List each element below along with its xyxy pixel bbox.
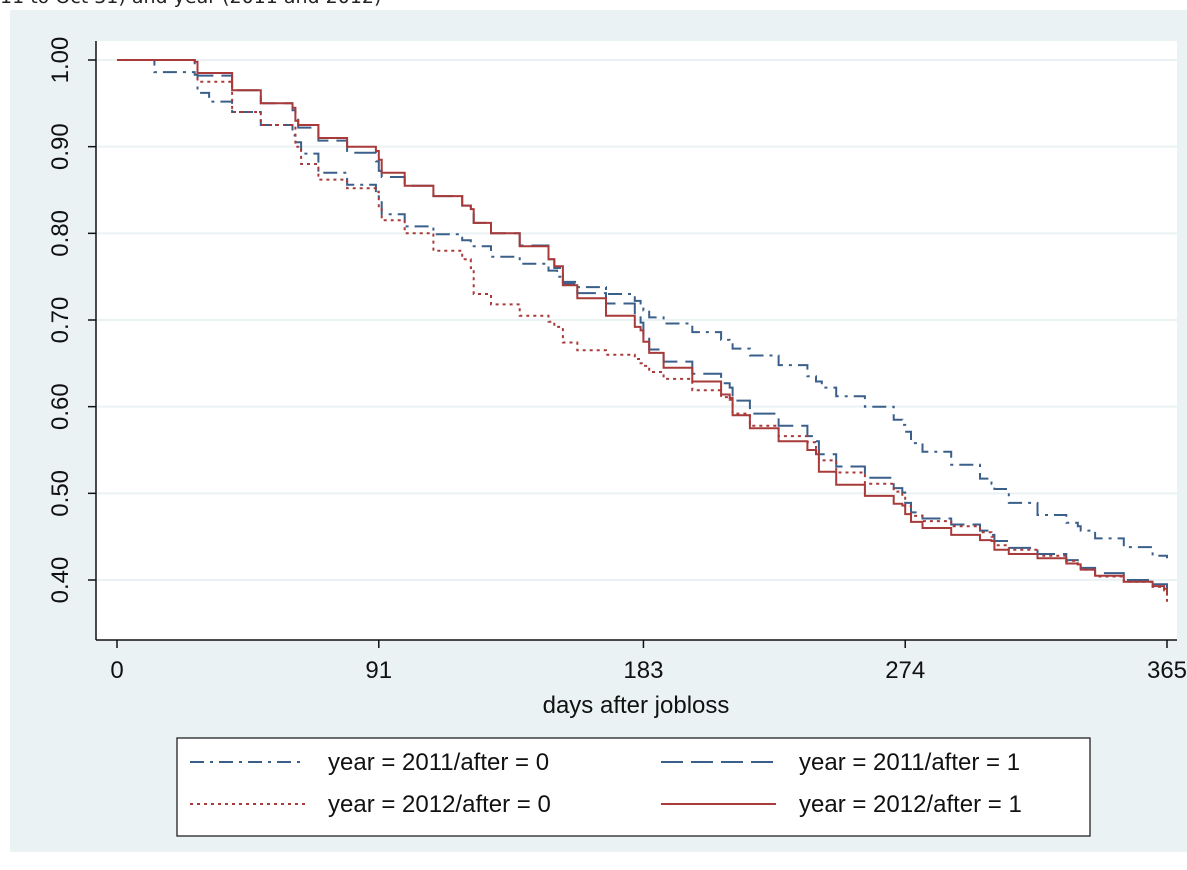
series-line-4 bbox=[117, 59, 1168, 596]
series-line-1 bbox=[117, 59, 1168, 559]
x-tick-label: 183 bbox=[623, 657, 663, 684]
figure-caption: 11 to Oct 31) and year (2011 and 2012) bbox=[0, 0, 381, 8]
survival-chart: 0.40 0.50 0.60 0.70 0.80 0.90 1.00 0 91 183 274 36… bbox=[47, 37, 1187, 837]
legend-label-3: year = 2012/after = 0 bbox=[328, 791, 551, 818]
series-line-3 bbox=[117, 59, 1168, 602]
x-axis-ticks: 0 91 183 274 365 bbox=[110, 640, 1187, 684]
grid-lines bbox=[97, 59, 1177, 581]
legend-box bbox=[176, 737, 1091, 837]
x-tick-label: 91 bbox=[365, 657, 392, 684]
legend-label-4: year = 2012/after = 1 bbox=[799, 791, 1022, 818]
x-tick-label: 365 bbox=[1147, 657, 1187, 684]
y-tick-label: 0.50 bbox=[47, 470, 74, 517]
y-tick-label: 0.60 bbox=[47, 383, 74, 430]
x-tick-label: 274 bbox=[885, 657, 925, 684]
y-tick-label: 1.00 bbox=[47, 37, 74, 84]
y-tick-label: 0.40 bbox=[47, 557, 74, 604]
legend-label-2: year = 2011/after = 1 bbox=[799, 749, 1020, 776]
y-tick-label: 0.90 bbox=[47, 123, 74, 170]
x-axis-title: days after jobloss bbox=[543, 692, 730, 719]
x-tick-label: 0 bbox=[110, 657, 123, 684]
caption-strip: 11 to Oct 31) and year (2011 and 2012) bbox=[0, 0, 1187, 10]
series-group bbox=[117, 59, 1168, 602]
figure-area: 0.40 0.50 0.60 0.70 0.80 0.90 1.00 0 91 183 274 36… bbox=[10, 10, 1187, 852]
y-tick-label: 0.70 bbox=[47, 297, 74, 344]
legend: year = 2011/after = 0 year = 2011/after =… bbox=[190, 749, 1022, 818]
y-tick-label: 0.80 bbox=[47, 210, 74, 257]
legend-label-1: year = 2011/after = 0 bbox=[328, 749, 549, 776]
y-axis-ticks: 0.40 0.50 0.60 0.70 0.80 0.90 1.00 bbox=[47, 37, 96, 604]
